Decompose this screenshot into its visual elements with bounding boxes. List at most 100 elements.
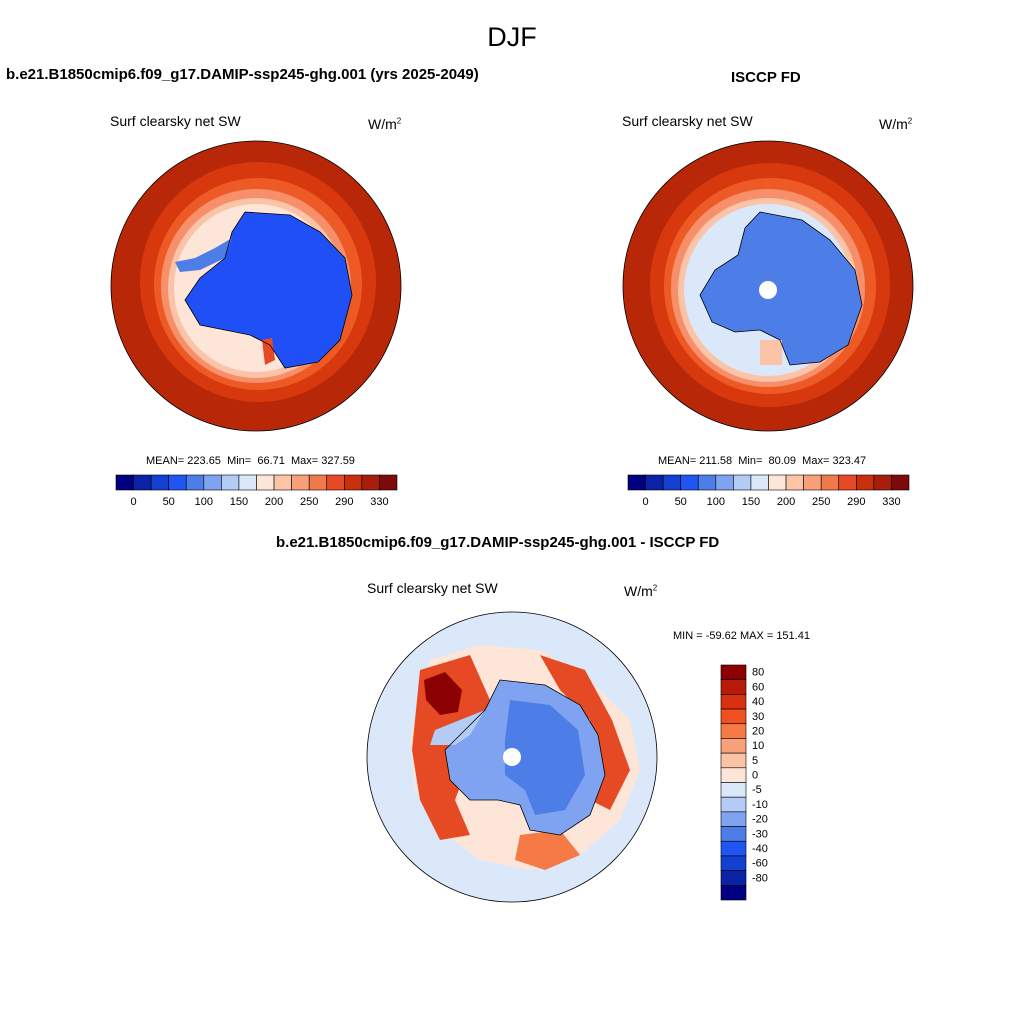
panel2-max: 323.47 xyxy=(832,455,867,467)
positive-max xyxy=(424,672,462,715)
panel3-units: W/m2 xyxy=(624,583,657,599)
colorbar-swatch xyxy=(344,474,363,491)
panel3-map xyxy=(366,611,658,903)
colorbar-swatch xyxy=(856,474,875,491)
colorbar-tick-label: 200 xyxy=(265,496,283,508)
panel1-map xyxy=(110,140,402,432)
colorbar-tick-label: 0 xyxy=(131,496,137,508)
colorbar-tick-label: 50 xyxy=(675,496,687,508)
positive-red-east xyxy=(540,655,630,810)
panel2-variable: Surf clearsky net SW xyxy=(622,113,753,129)
colorbar-swatch xyxy=(720,767,747,783)
panel3-colorbar: 80 60 40 30 20 10 5 0 -5 -10 -20 -30 -40 -60 -80 xyxy=(720,664,768,901)
antarctica-interior xyxy=(505,700,585,815)
colorbar-swatch xyxy=(768,474,787,491)
colorbar-tick-label: 330 xyxy=(370,496,388,508)
panel1-colorbar: 0 50 100 150 200 250 290 330 xyxy=(115,474,398,508)
panel3-units-base: W/m xyxy=(624,583,653,599)
panel1-variable: Surf clearsky net SW xyxy=(110,113,241,129)
colorbar-swatch xyxy=(627,474,646,491)
colorbar-tick-label: 290 xyxy=(847,496,865,508)
colorbar-swatch xyxy=(803,474,822,491)
panel1-mean: 223.65 xyxy=(187,455,221,467)
colorbar-swatch xyxy=(291,474,310,491)
colorbar-tick-label: 250 xyxy=(812,496,830,508)
panel2-mean-label: MEAN= xyxy=(658,455,697,467)
colorbar-tick-label: 60 xyxy=(752,681,764,693)
colorbar-tick-label: 30 xyxy=(752,711,764,723)
ross-sea-feature xyxy=(760,340,782,365)
map-border xyxy=(366,611,658,903)
colorbar-swatch xyxy=(720,796,747,813)
colorbar-tick-label: 0 xyxy=(752,770,758,782)
colorbar-tick-label: -20 xyxy=(752,814,768,826)
colorbar-swatch xyxy=(720,870,747,886)
colorbar-tick-label: 200 xyxy=(777,496,795,508)
colorbar-tick-label: 150 xyxy=(742,496,760,508)
map-border xyxy=(622,140,914,432)
positive-south xyxy=(515,830,580,870)
panel3-units-exp: 2 xyxy=(652,583,658,593)
colorbar-tick-label: -30 xyxy=(752,828,768,840)
panel3-title: b.e21.B1850cmip6.f09_g17.DAMIP-ssp245-gh… xyxy=(276,534,720,551)
colorbar-swatch xyxy=(680,474,699,491)
panel1-title: b.e21.B1850cmip6.f09_g17.DAMIP-ssp245-gh… xyxy=(6,66,479,83)
panel2-units-base: W/m xyxy=(879,116,908,132)
panel3-minmax: MIN = -59.62 MAX = 151.41 xyxy=(673,630,810,642)
colorbar-swatch xyxy=(720,826,747,842)
coastline xyxy=(699,211,863,366)
colorbar-tick-label: 10 xyxy=(752,740,764,752)
antarctica-fill xyxy=(185,212,352,368)
colorbar-tick-label: -10 xyxy=(752,799,768,811)
panel2-max-label: Max= xyxy=(802,455,830,467)
colorbar-swatch xyxy=(697,474,717,491)
colorbar-swatch xyxy=(221,474,240,491)
colorbar-swatch xyxy=(891,474,910,491)
colorbar-swatch xyxy=(720,885,747,901)
colorbar-swatch xyxy=(820,474,840,491)
colorbar-swatch xyxy=(838,474,857,491)
colorbar-tick-label: 80 xyxy=(752,667,764,679)
colorbar-tick-label: 5 xyxy=(752,755,758,767)
colorbar-swatch xyxy=(273,474,292,491)
colorbar-swatch xyxy=(379,474,398,491)
panel2-colorbar: 0 50 100 150 200 250 290 330 xyxy=(627,474,910,508)
panel2-units: W/m2 xyxy=(879,116,912,132)
colorbar-swatch xyxy=(873,474,892,491)
colorbar-tick-label: -60 xyxy=(752,858,768,870)
colorbar-tick-label: 100 xyxy=(707,496,725,508)
colorbar-swatch xyxy=(133,474,152,491)
map-border xyxy=(110,140,402,432)
coastline xyxy=(184,211,353,369)
colorbar-swatch xyxy=(720,664,747,680)
colorbar-swatch xyxy=(750,474,769,491)
colorbar-swatch xyxy=(308,474,328,491)
panel2-mean: 211.58 xyxy=(699,455,733,467)
colorbar-swatch xyxy=(645,474,664,491)
colorbar-tick-label: 40 xyxy=(752,696,764,708)
colorbar-tick-label: 250 xyxy=(300,496,318,508)
colorbar-swatch xyxy=(256,474,275,491)
colorbar-swatch xyxy=(326,474,345,491)
colorbar-tick-label: 150 xyxy=(230,496,248,508)
pole-hole xyxy=(759,281,777,299)
panel1-mean-label: MEAN= xyxy=(146,455,185,467)
panel1-units-exp: 2 xyxy=(396,116,402,126)
panel1-min-label: Min= xyxy=(227,455,252,467)
colorbar-tick-label: -80 xyxy=(752,872,768,884)
colorbar-swatch xyxy=(720,811,747,827)
colorbar-swatch xyxy=(715,474,734,491)
colorbar-tick-label: -40 xyxy=(752,843,768,855)
colorbar-tick-label: 290 xyxy=(335,496,353,508)
colorbar-swatch xyxy=(720,840,747,857)
panel2-min-label: Min= xyxy=(738,455,763,467)
colorbar-swatch xyxy=(115,474,134,491)
panel1-units: W/m2 xyxy=(368,116,401,132)
colorbar-tick-label: -5 xyxy=(752,784,762,796)
panel1-units-base: W/m xyxy=(368,116,397,132)
peninsula xyxy=(430,710,485,745)
colorbar-swatch xyxy=(720,752,747,769)
antarctica-fill xyxy=(700,212,862,365)
colorbar-tick-label: 100 xyxy=(195,496,213,508)
colorbar-swatch xyxy=(720,723,747,739)
